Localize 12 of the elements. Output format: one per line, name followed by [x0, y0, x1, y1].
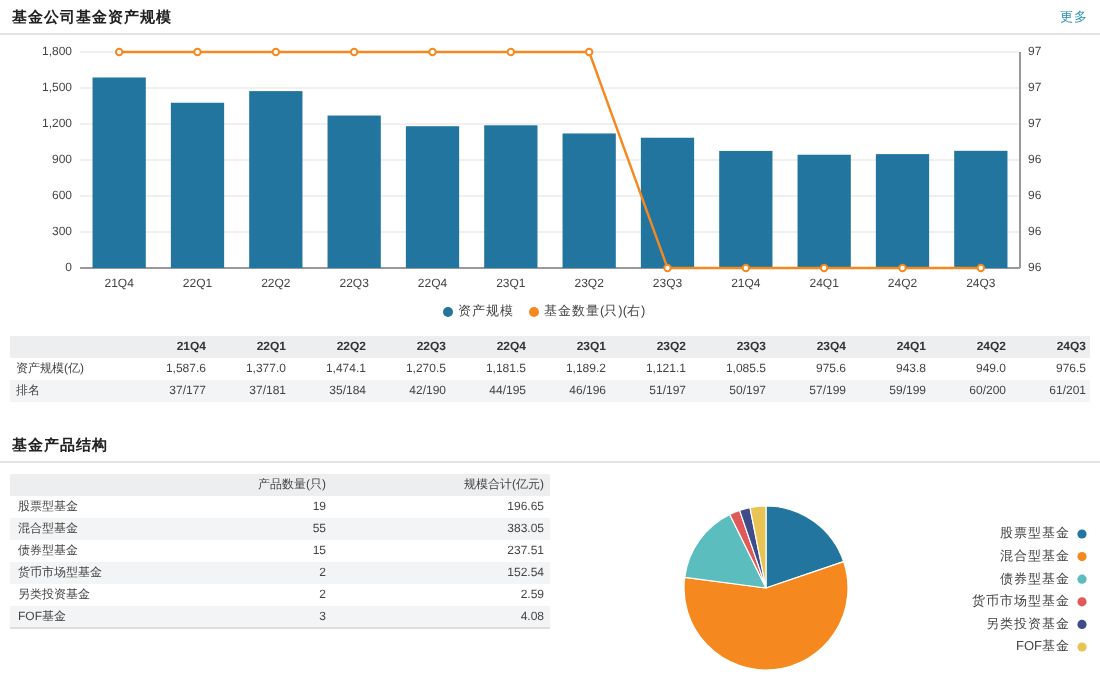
bar [327, 115, 381, 268]
bar [640, 137, 695, 268]
bar [954, 150, 1008, 268]
bar [249, 91, 303, 268]
bar [797, 154, 851, 268]
bar [92, 77, 146, 268]
bar [875, 154, 930, 268]
bar [484, 125, 538, 268]
bar [562, 133, 616, 268]
bar [405, 126, 460, 268]
bar [170, 102, 225, 268]
bar [719, 150, 773, 268]
